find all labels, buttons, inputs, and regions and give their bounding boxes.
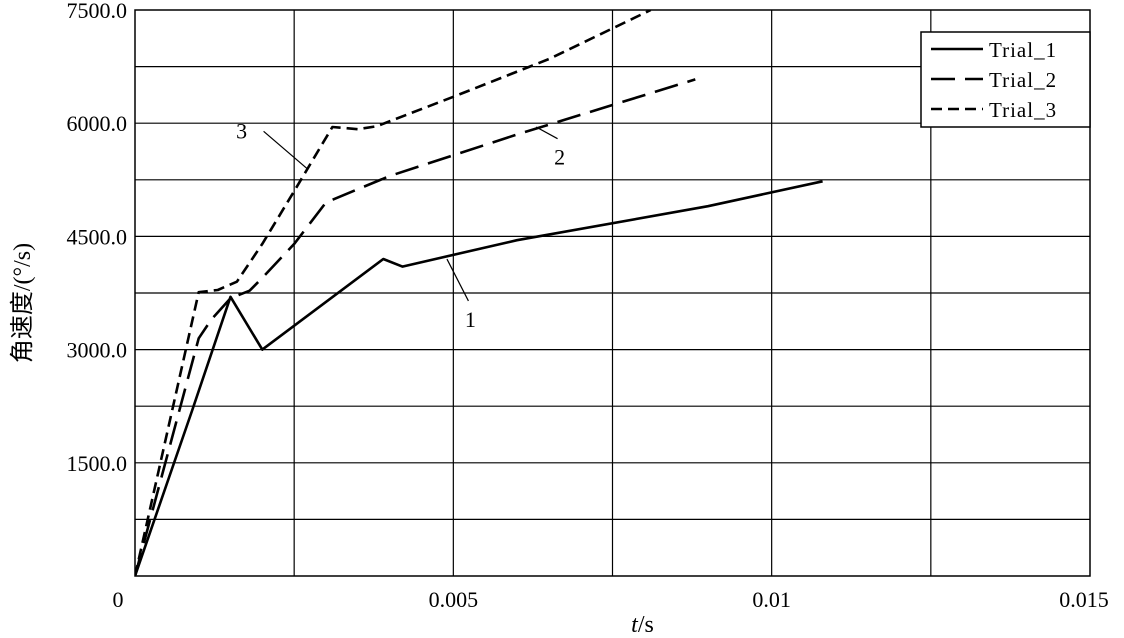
y-tick-labels: 1500.0 3000.0 4500.0 6000.0 7500.0 <box>67 0 128 476</box>
y-axis-label: 角速度/(°/s) <box>9 243 36 363</box>
y-tick-label-2: 4500.0 <box>67 224 128 249</box>
y-tick-label-1: 3000.0 <box>67 338 128 363</box>
annotation-label-1: 1 <box>465 307 476 332</box>
annotation-leader-2 <box>535 126 558 140</box>
legend: Trial_1 Trial_2 Trial_3 <box>920 31 1091 128</box>
legend-label-3: Trial_3 <box>989 98 1057 122</box>
y-tick-label-0: 1500.0 <box>67 451 128 476</box>
x-axis-label-italic: t <box>631 612 639 638</box>
y-tick-label-4: 7500.0 <box>67 0 128 23</box>
annotation-label-3: 3 <box>236 118 247 143</box>
annotation-leader-1 <box>446 258 469 302</box>
x-tick-label-0: 0 <box>113 587 124 612</box>
series-lines <box>135 10 823 576</box>
annotations: 1 2 3 <box>236 118 565 332</box>
series-line-2 <box>135 78 696 576</box>
legend-label-2: Trial_2 <box>989 68 1057 92</box>
annotation-leader-3 <box>263 130 308 169</box>
x-tick-label-1: 0.005 <box>429 587 479 612</box>
series-line-1 <box>135 180 823 576</box>
series-line-3 <box>135 10 652 576</box>
annotation-label-2: 2 <box>554 145 565 170</box>
y-tick-label-3: 6000.0 <box>67 111 128 136</box>
x-axis-label-unit: /s <box>638 612 654 638</box>
plot-frame <box>134 9 1091 577</box>
x-tick-label-3: 0.015 <box>1059 587 1109 612</box>
x-tick-label-2: 0.01 <box>752 587 791 612</box>
x-tick-labels: 0 0.005 0.01 0.015 <box>113 587 1109 612</box>
legend-label-1: Trial_1 <box>989 38 1057 62</box>
x-axis-label: t/s <box>631 612 654 638</box>
